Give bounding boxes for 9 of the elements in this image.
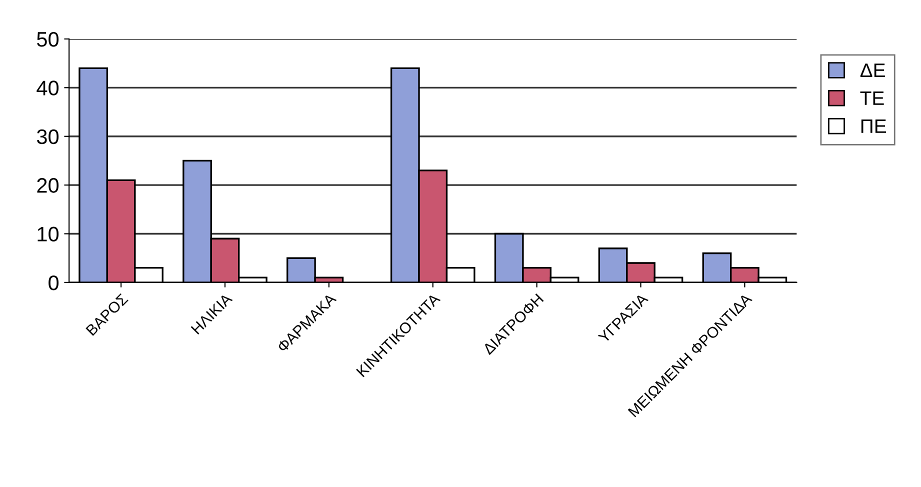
y-tick-label: 0 <box>48 275 59 290</box>
y-tick-label: 10 <box>38 226 59 242</box>
legend-label: ΠΕ <box>861 119 886 133</box>
y-tick-label: 20 <box>37 178 59 193</box>
y-tick-label: 40 <box>36 80 59 96</box>
legend-label: ΔΕ <box>860 64 885 77</box>
legend-label: ΤΕ <box>860 92 884 105</box>
y-tick-label: 30 <box>36 129 59 144</box>
y-tick-label: 50 <box>37 32 59 47</box>
